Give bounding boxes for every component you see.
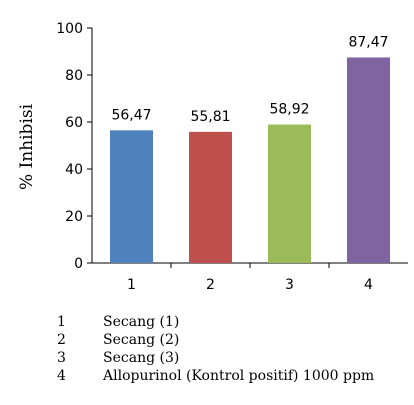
bars <box>110 57 390 264</box>
bar-3 <box>268 124 311 264</box>
legend-label: Allopurinol (Kontrol positif) 1000 ppm <box>103 368 375 384</box>
legend-list: 1 Secang (1) 2 Secang (2) 3 Secang (3) 4 All… <box>57 313 374 385</box>
legend-item: 4 Allopurinol (Kontrol positif) 1000 ppm <box>57 367 374 385</box>
legend-number: 1 <box>57 314 66 330</box>
bar-value-label: 87,47 <box>348 34 388 50</box>
x-tick-label: 3 <box>285 277 294 293</box>
legend-number: 4 <box>57 368 66 384</box>
legend-number: 2 <box>57 332 66 348</box>
legend-number: 3 <box>57 350 66 366</box>
y-tick-label: 0 <box>74 256 83 272</box>
legend-label: Secang (1) <box>103 314 180 330</box>
legend-item: 2 Secang (2) <box>57 331 374 349</box>
y-tick-label: 20 <box>65 209 83 225</box>
y-ticks: 0 20 40 60 80 100 <box>56 21 92 272</box>
bar-value-label: 58,92 <box>269 102 309 118</box>
y-tick-label: 80 <box>65 68 83 84</box>
data-labels: 56,47 55,81 58,92 87,47 <box>111 34 388 124</box>
bar-2 <box>189 131 232 263</box>
y-tick-label: 100 <box>56 21 83 37</box>
bar-1 <box>110 130 153 263</box>
legend-label: Secang (2) <box>103 332 180 348</box>
legend-item: 3 Secang (3) <box>57 349 374 367</box>
legend-label: Secang (3) <box>103 350 180 366</box>
x-tick-label: 1 <box>127 277 136 293</box>
x-tick-label: 4 <box>364 277 373 293</box>
bar-value-label: 55,81 <box>190 109 230 125</box>
x-tick-label: 2 <box>206 277 215 293</box>
y-axis-label-group: % Inhibisi <box>17 103 37 190</box>
y-tick-label: 60 <box>65 115 83 131</box>
y-tick-label: 40 <box>65 162 83 178</box>
bar-value-label: 56,47 <box>111 107 151 123</box>
bar-4 <box>347 57 390 264</box>
legend-item: 1 Secang (1) <box>57 313 374 331</box>
x-ticks: 1 2 3 4 <box>127 263 373 293</box>
y-axis-label: % Inhibisi <box>17 103 37 190</box>
